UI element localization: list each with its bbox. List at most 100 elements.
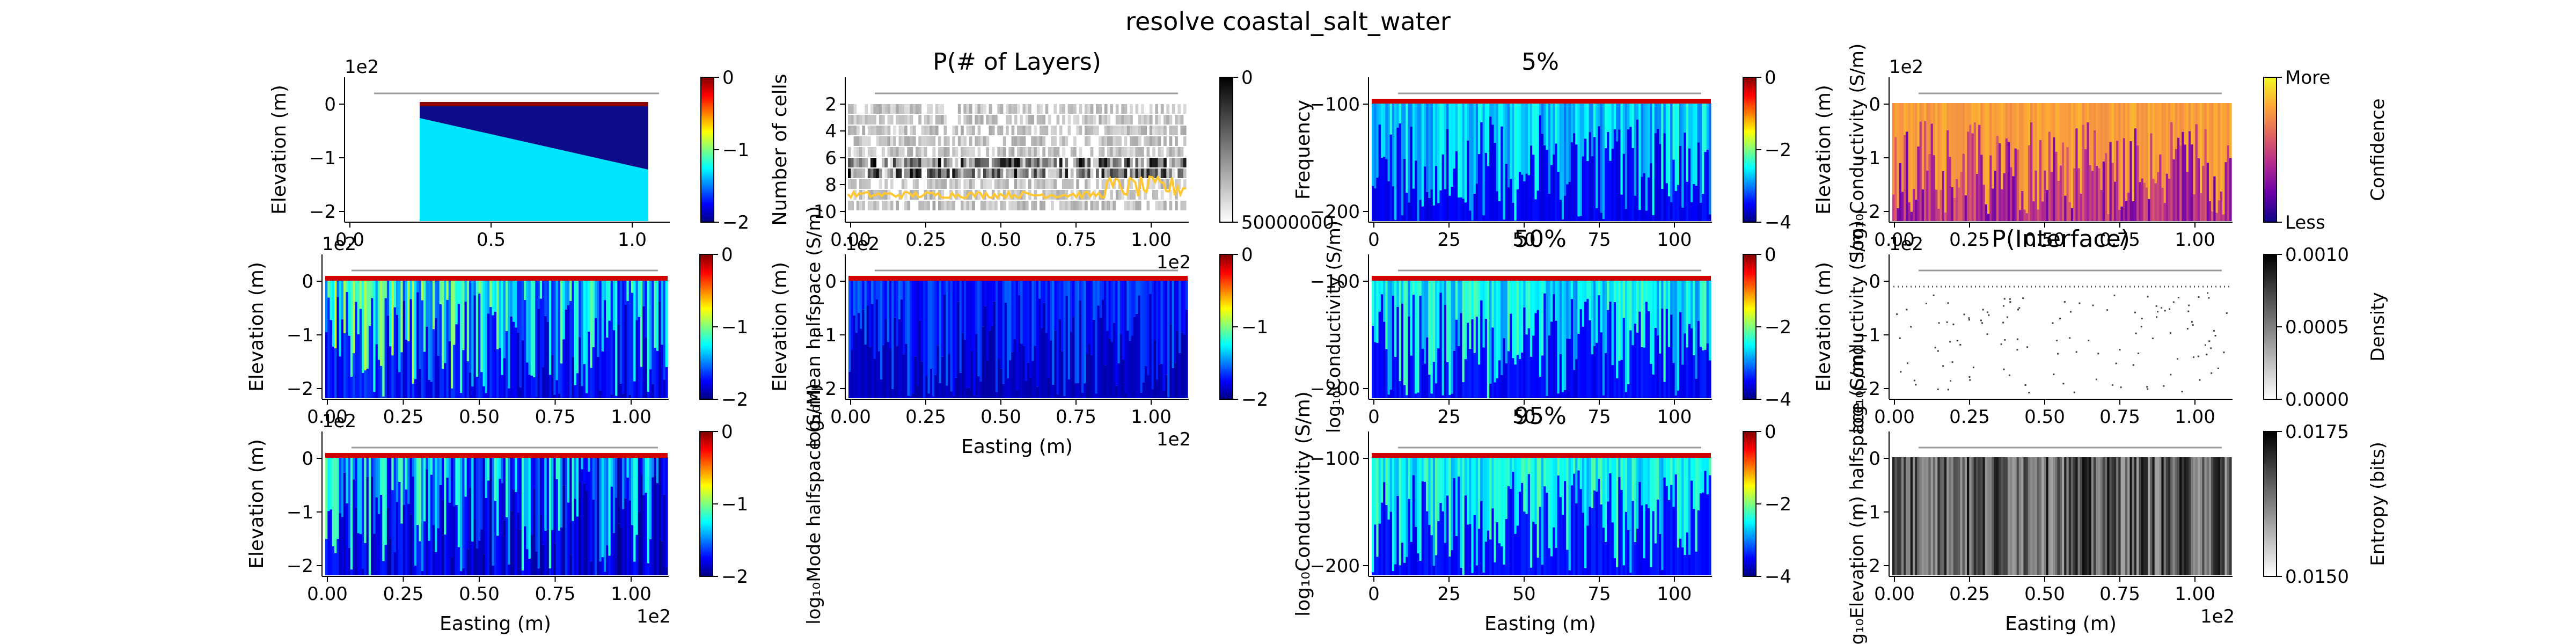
histogram-cell bbox=[1149, 158, 1153, 167]
data-column bbox=[432, 280, 435, 330]
data-column bbox=[391, 280, 394, 356]
data-column bbox=[927, 280, 931, 394]
data-column bbox=[1672, 457, 1675, 507]
histogram-cell bbox=[1115, 190, 1119, 200]
data-column bbox=[508, 280, 511, 389]
data-column bbox=[1575, 457, 1578, 503]
data-column bbox=[1681, 280, 1684, 365]
histogram-cell bbox=[1141, 158, 1144, 167]
data-column bbox=[1043, 280, 1046, 303]
data-column bbox=[1602, 457, 1605, 528]
histogram-cell bbox=[907, 115, 911, 125]
histogram-cell bbox=[1017, 169, 1020, 178]
data-column bbox=[1378, 103, 1381, 125]
data-column bbox=[640, 280, 643, 367]
data-column bbox=[419, 280, 422, 369]
data-column bbox=[1609, 280, 1612, 302]
histogram-cell bbox=[997, 169, 1001, 178]
histogram-cell bbox=[957, 179, 961, 189]
data-column bbox=[1072, 280, 1075, 317]
data-column-deep bbox=[1027, 362, 1030, 398]
data-column-deep bbox=[1099, 317, 1102, 398]
confidence-column bbox=[2150, 103, 2153, 134]
histogram-cell bbox=[986, 201, 990, 210]
data-column bbox=[1455, 280, 1458, 320]
data-column-deep bbox=[489, 307, 493, 398]
data-column-deep bbox=[1399, 123, 1402, 221]
entropy-column bbox=[2154, 457, 2157, 575]
entropy-column bbox=[1958, 457, 1960, 575]
data-column-deep bbox=[1451, 187, 1454, 221]
histogram-cell bbox=[921, 136, 925, 146]
data-column-deep bbox=[444, 535, 447, 575]
data-column bbox=[907, 280, 910, 396]
data-column-deep bbox=[1478, 154, 1481, 221]
data-column-deep bbox=[1406, 557, 1408, 575]
histogram-cell bbox=[997, 147, 1001, 157]
confidence-column bbox=[1989, 103, 1992, 156]
y-tick-label: −2 bbox=[309, 201, 336, 223]
data-column-deep bbox=[966, 388, 969, 398]
data-column bbox=[1478, 457, 1481, 529]
data-column bbox=[375, 280, 378, 345]
data-column bbox=[1663, 457, 1666, 478]
data-column bbox=[1634, 457, 1637, 543]
data-column-deep bbox=[1437, 521, 1440, 575]
entropy-column bbox=[1969, 457, 1972, 575]
data-column-deep bbox=[1688, 148, 1691, 221]
confidence-column-deep bbox=[2132, 201, 2135, 221]
data-column bbox=[1564, 103, 1567, 196]
data-column-deep bbox=[371, 298, 374, 398]
data-column bbox=[1688, 280, 1691, 324]
data-column-deep bbox=[1412, 295, 1415, 398]
data-column bbox=[393, 280, 397, 308]
histogram-cell bbox=[938, 179, 941, 189]
data-column-deep bbox=[894, 317, 897, 398]
data-column bbox=[414, 457, 417, 566]
data-column bbox=[610, 280, 613, 395]
data-column-deep bbox=[569, 301, 572, 398]
data-column-deep bbox=[569, 554, 572, 575]
data-column-deep bbox=[1643, 347, 1646, 398]
x-tick-label: 0.75 bbox=[1056, 229, 1096, 251]
data-column-deep bbox=[1534, 524, 1538, 575]
data-column bbox=[853, 280, 856, 316]
histogram-cell bbox=[1000, 201, 1004, 210]
x-tick-label: 0.25 bbox=[1949, 583, 1990, 605]
data-column bbox=[1525, 457, 1528, 514]
data-column-deep bbox=[1462, 382, 1465, 398]
data-column-deep bbox=[1624, 511, 1628, 575]
confidence-column bbox=[1962, 103, 1965, 154]
data-column-deep bbox=[508, 388, 511, 398]
histogram-cell bbox=[1166, 179, 1170, 189]
histogram-cell bbox=[1107, 158, 1110, 167]
data-column-deep bbox=[450, 557, 453, 575]
y-tick-label: −2 bbox=[1854, 378, 1880, 400]
data-column-deep bbox=[1681, 208, 1684, 221]
data-column-deep bbox=[1532, 335, 1535, 398]
interface-point bbox=[2079, 302, 2081, 304]
confidence-column-deep bbox=[2202, 166, 2205, 221]
confidence-column-deep bbox=[2025, 213, 2029, 221]
confidence-column bbox=[2179, 103, 2182, 146]
data-column-deep bbox=[1607, 131, 1609, 221]
data-column-deep bbox=[619, 383, 623, 398]
data-column bbox=[1383, 457, 1386, 482]
confidence-column-deep bbox=[1985, 204, 1988, 221]
data-column-deep bbox=[1708, 360, 1711, 398]
data-column bbox=[963, 280, 967, 340]
confidence-column bbox=[2073, 103, 2076, 169]
entropy-column bbox=[2127, 457, 2130, 575]
data-column-deep bbox=[1510, 313, 1512, 398]
data-column bbox=[459, 457, 463, 572]
data-column bbox=[396, 457, 399, 502]
data-column bbox=[1550, 280, 1553, 322]
data-column-deep bbox=[430, 382, 433, 398]
data-column-deep bbox=[1394, 564, 1397, 575]
histogram-cell bbox=[955, 147, 958, 157]
histogram-cell bbox=[904, 126, 908, 135]
y-axis-label: Elevation (m) bbox=[246, 439, 268, 569]
data-column-deep bbox=[1518, 172, 1521, 221]
histogram-cell bbox=[1099, 115, 1102, 125]
entropy-column bbox=[2073, 457, 2076, 575]
